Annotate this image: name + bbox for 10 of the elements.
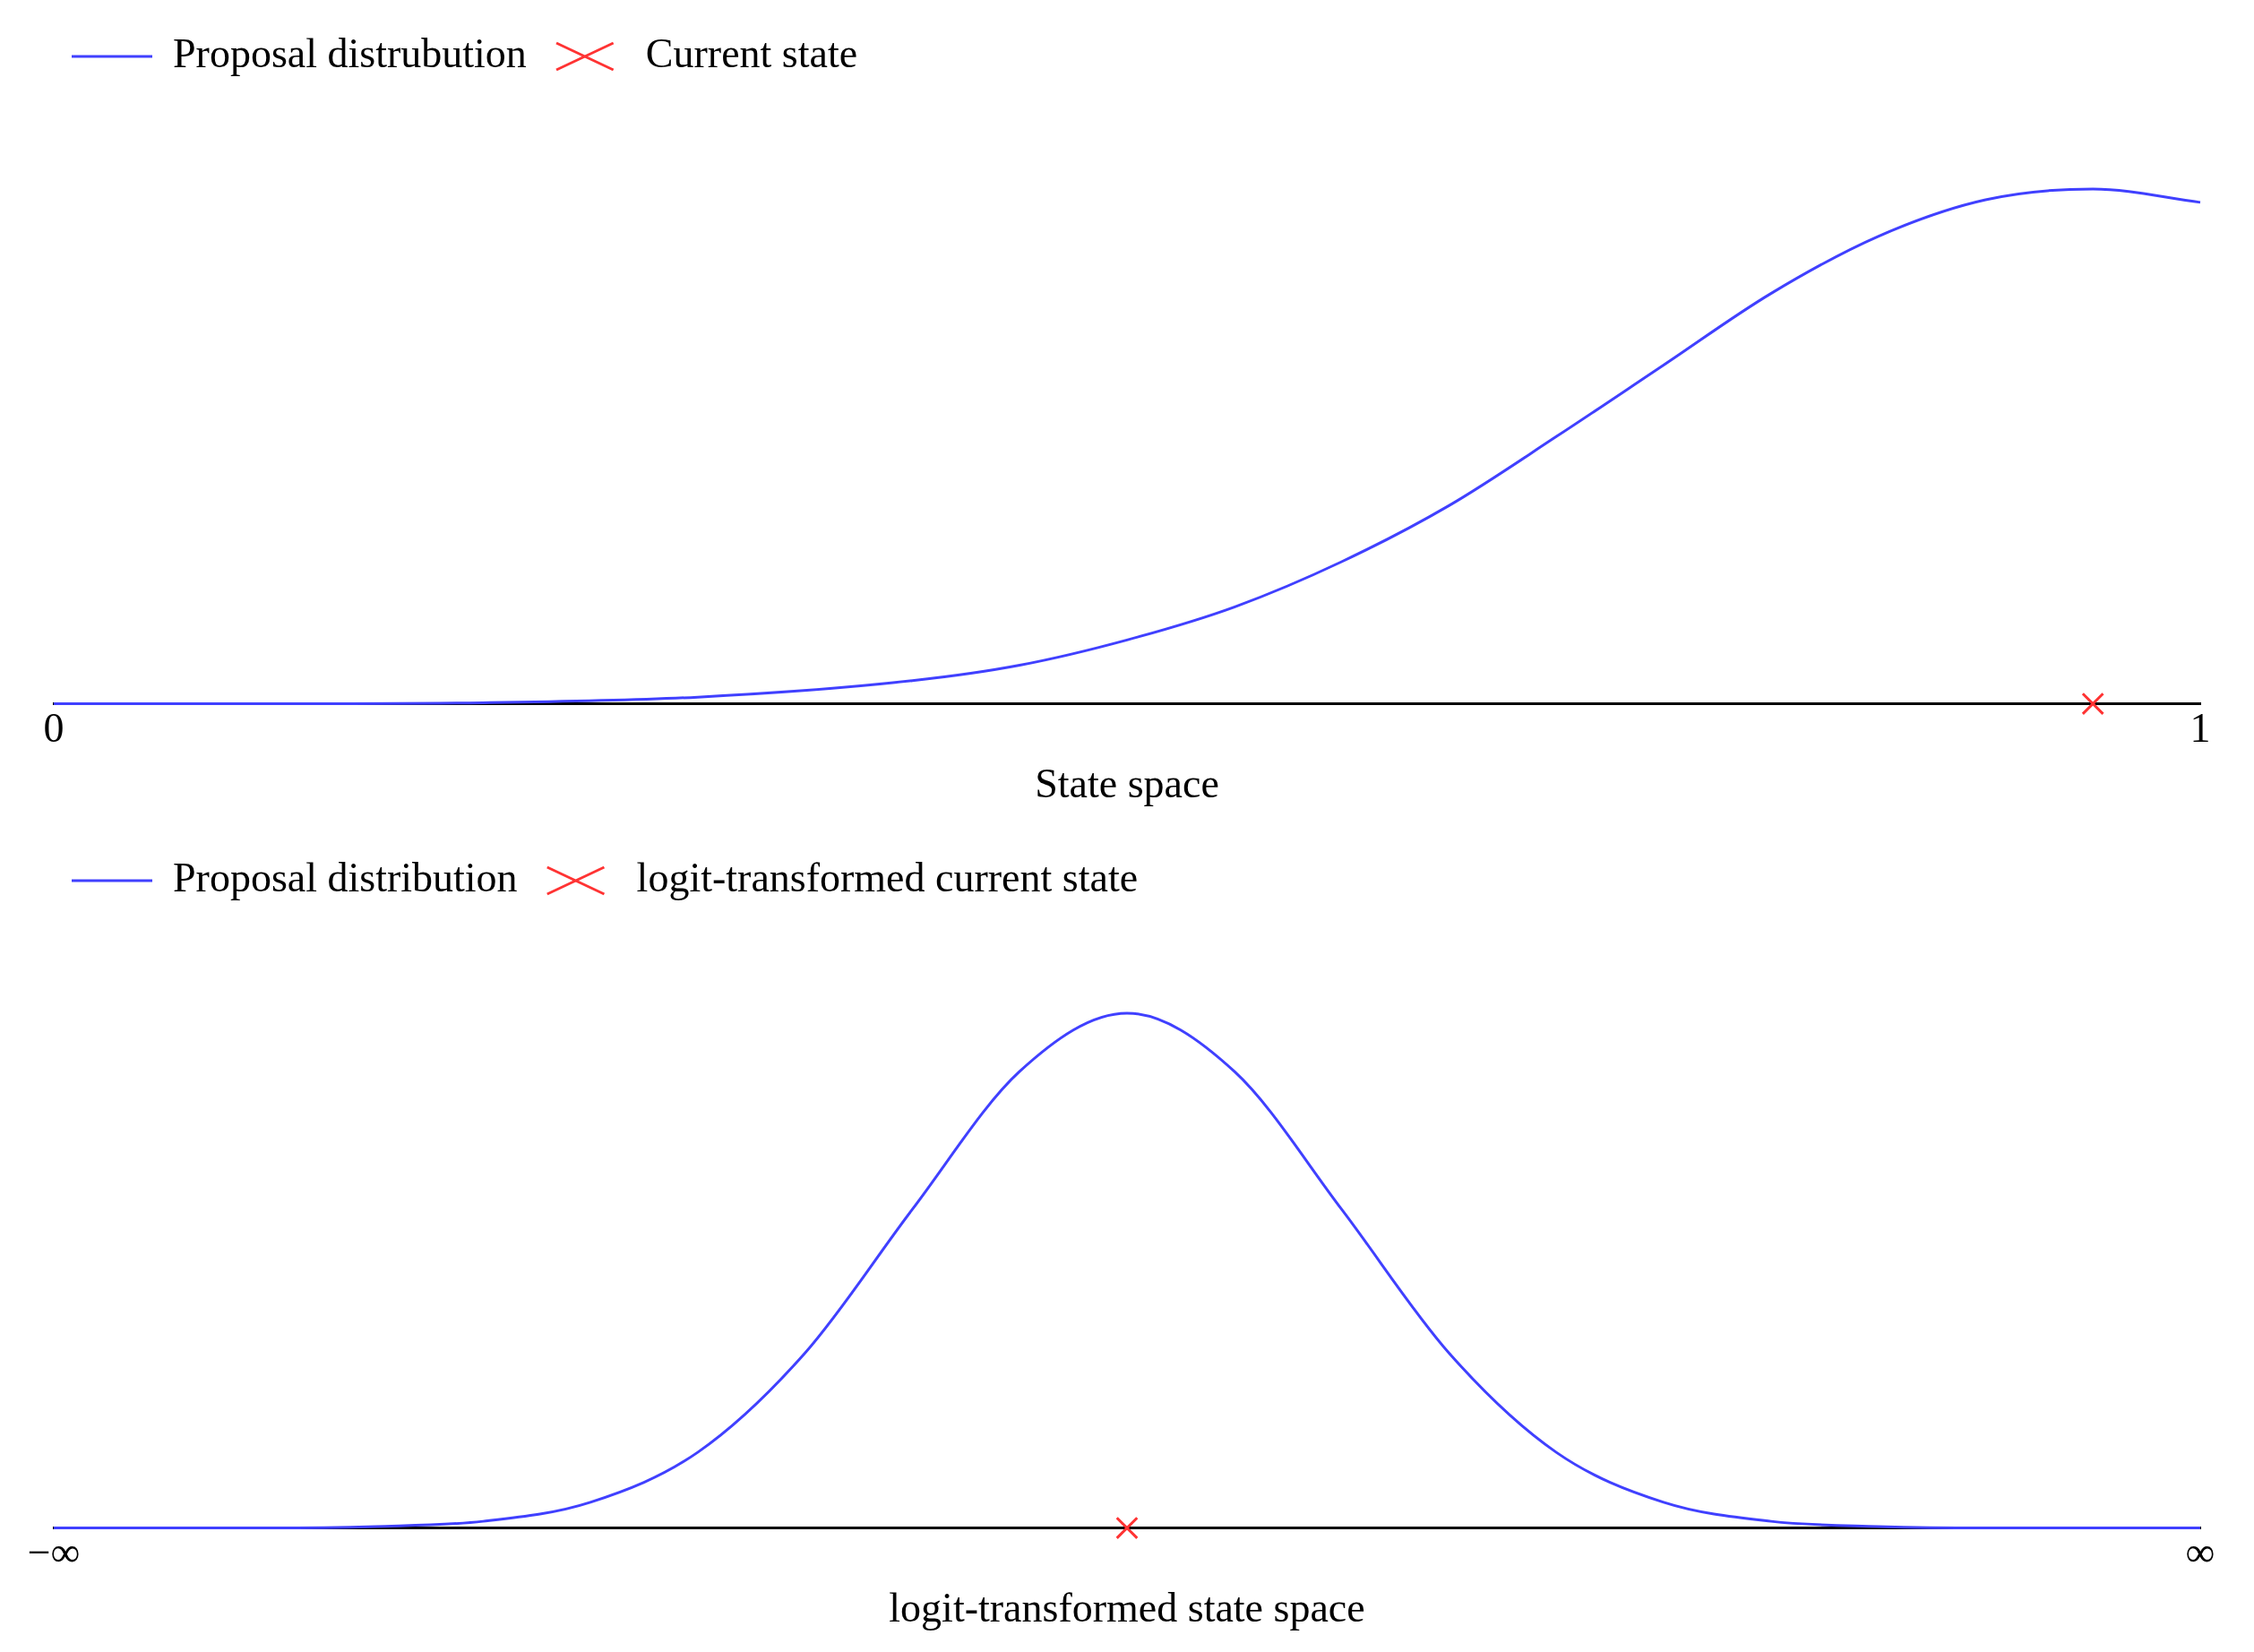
- legend-label: Current state: [645, 30, 858, 77]
- x-tick-label: 0: [43, 705, 65, 752]
- x-tick-label: 1: [2189, 705, 2211, 752]
- x-tick-label: ∞: [2185, 1529, 2215, 1576]
- legend-label: Proposal distribution: [173, 855, 518, 901]
- x-axis-title: logit-transformed state space: [889, 1585, 1365, 1631]
- legend-label: logit-transformed current state: [636, 855, 1139, 901]
- legend-label: Proposal distrubution: [173, 30, 527, 77]
- x-tick-label: −∞: [27, 1529, 81, 1576]
- x-axis-title: State space: [1035, 761, 1219, 807]
